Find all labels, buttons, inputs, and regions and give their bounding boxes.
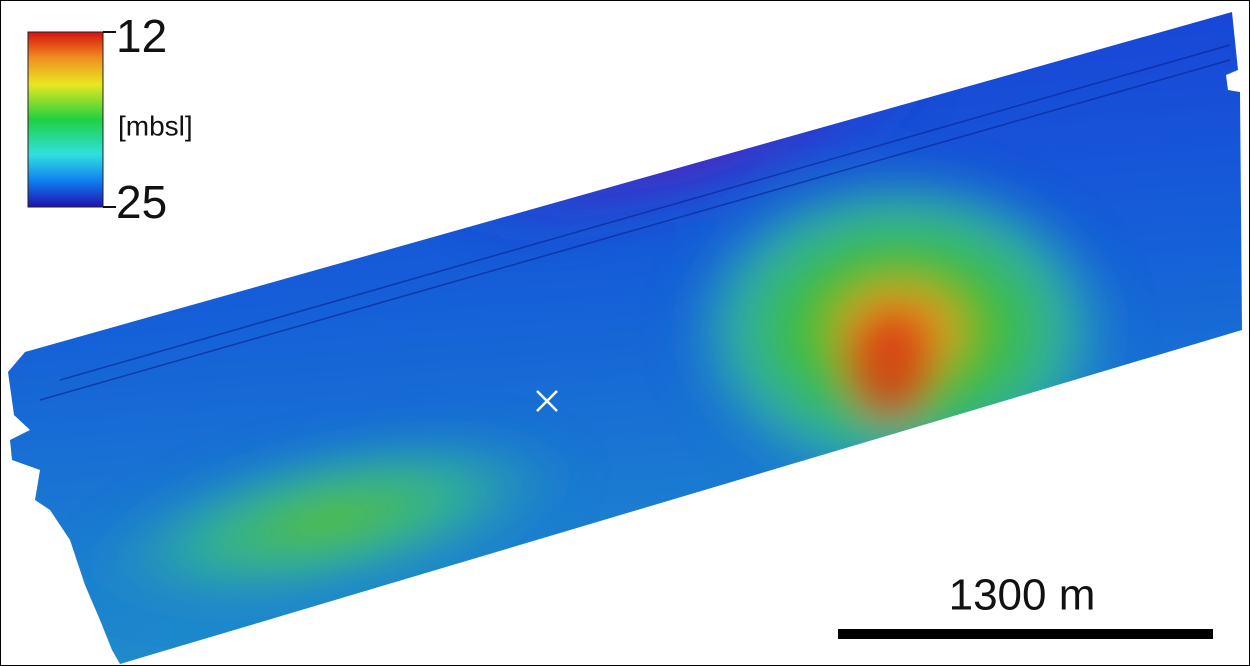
colorbar-bottom-label: 25 [116, 176, 167, 228]
colorbar [28, 32, 103, 207]
colorbar-top-label: 12 [116, 10, 167, 62]
scale-bar-label: 1300 m [949, 571, 1096, 620]
bathymetry [0, 0, 1250, 666]
colorbar-unit: [mbsl] [118, 110, 193, 141]
map: 12 25 [mbsl] 1300 m [0, 0, 1250, 666]
